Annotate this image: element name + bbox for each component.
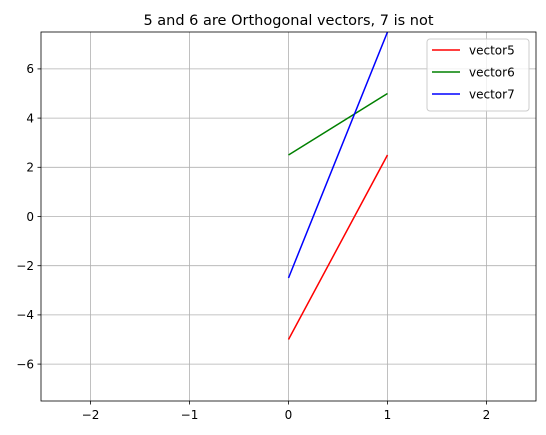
x-tick-label: 0	[285, 408, 293, 422]
legend-label-vector6: vector6	[469, 65, 515, 79]
plot-lines	[287, 32, 389, 340]
legend-label-vector7: vector7	[469, 87, 515, 101]
legend-box	[426, 38, 530, 112]
y-tick-label: −4	[16, 308, 34, 322]
grid	[41, 32, 536, 401]
y-tick-label: −2	[16, 259, 34, 273]
axis-ticks: −2 −1 0 1 2 −6 −4 −2 0 2 4 6	[16, 62, 490, 422]
series-line-vector7	[287, 32, 389, 279]
y-tick-label: 2	[26, 161, 34, 175]
x-tick-label: −2	[82, 408, 100, 422]
y-tick-label: 0	[26, 210, 34, 224]
legend-label-vector5: vector5	[469, 43, 515, 57]
x-tick-label: 2	[483, 408, 491, 422]
x-tick-label: 1	[384, 408, 392, 422]
series-line-vector6	[288, 92, 388, 156]
y-tick-label: 6	[26, 62, 34, 76]
chart-title: 5 and 6 are Orthogonal vectors, 7 is not	[143, 13, 433, 29]
y-tick-label: −6	[16, 357, 34, 371]
x-tick-label: −1	[181, 408, 199, 422]
series-line-vector5	[287, 154, 389, 340]
legend: vector5 vector6 vector7	[426, 38, 530, 112]
plot-frame	[40, 31, 537, 402]
y-tick-label: 4	[26, 111, 34, 125]
